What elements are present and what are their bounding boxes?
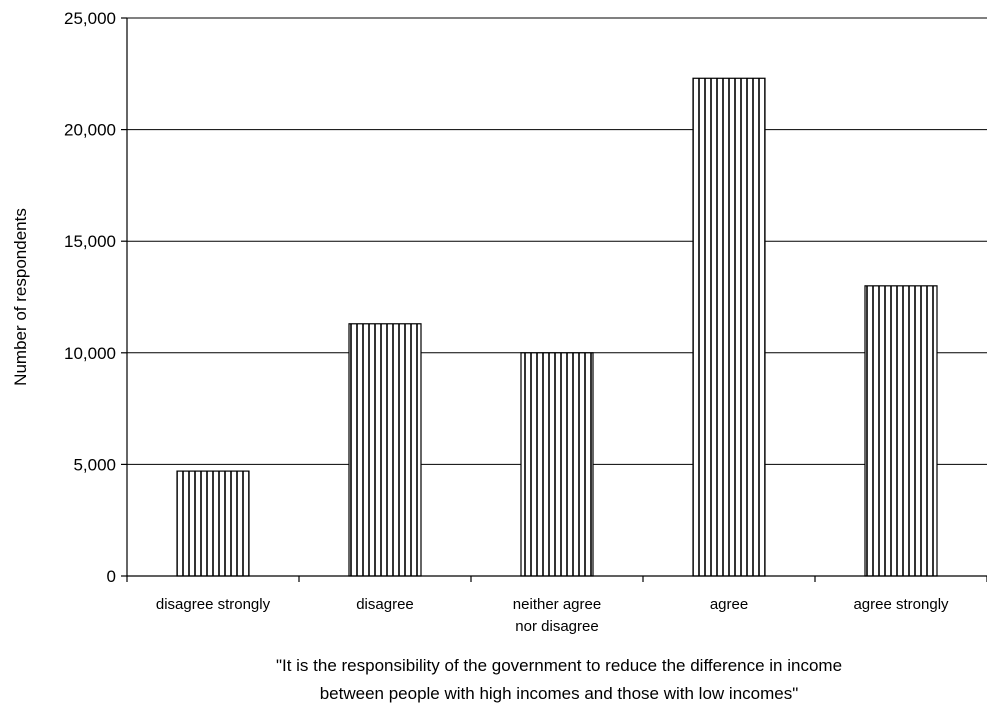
x-tick-label: agree strongly	[853, 596, 949, 613]
x-tick-label: disagree strongly	[156, 596, 271, 613]
y-tick-label: 25,000	[64, 9, 116, 28]
y-tick-label: 15,000	[64, 232, 116, 251]
y-axis-label: Number of respondents	[11, 208, 30, 386]
y-tick-label: 5,000	[73, 455, 116, 474]
x-tick-labels: disagree strongly disagree neither agree no…	[156, 596, 949, 635]
y-tick-labels: 0 5,000 10,000 15,000 20,000 25,000	[64, 9, 116, 586]
y-tick-label: 20,000	[64, 121, 116, 140]
bar	[692, 77, 766, 577]
x-axis-label: "It is the responsibility of the governm…	[276, 656, 842, 703]
x-tick-label: disagree	[356, 596, 414, 613]
y-tick-label: 10,000	[64, 344, 116, 363]
y-tick-label: 0	[107, 567, 116, 586]
bars	[176, 77, 938, 577]
bar	[864, 285, 938, 577]
bar	[520, 352, 594, 577]
x-tick-label: neither agree nor disagree	[513, 596, 601, 635]
x-tick-label: agree	[710, 596, 748, 613]
bar	[348, 323, 422, 577]
gridlines	[127, 17, 987, 465]
bar	[176, 470, 250, 577]
axes	[121, 17, 987, 582]
